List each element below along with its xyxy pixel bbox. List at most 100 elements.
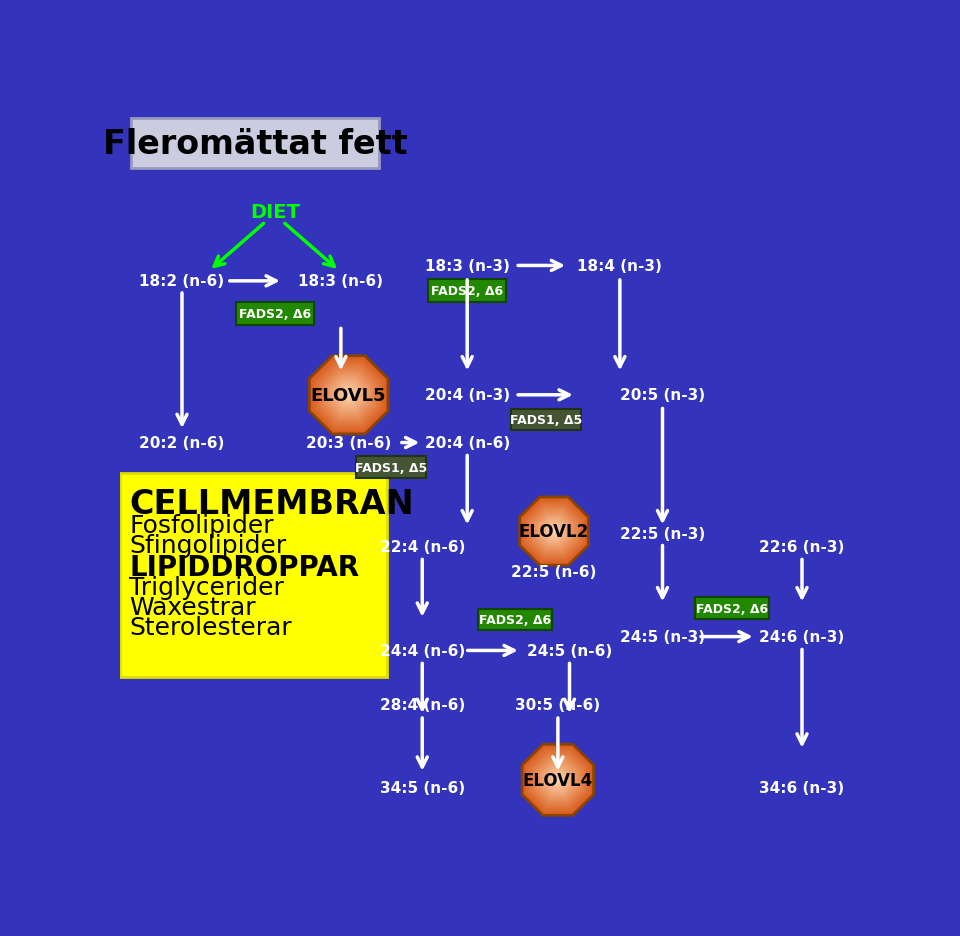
Polygon shape (547, 525, 561, 538)
Polygon shape (310, 358, 387, 433)
Polygon shape (537, 515, 571, 548)
Polygon shape (526, 748, 590, 812)
Polygon shape (344, 390, 353, 401)
Polygon shape (337, 384, 360, 407)
Text: 20:5 (n-3): 20:5 (n-3) (620, 388, 705, 402)
Polygon shape (323, 370, 374, 421)
Text: FADS2, Δ6: FADS2, Δ6 (696, 602, 768, 615)
Text: 24:6 (n-3): 24:6 (n-3) (759, 629, 845, 644)
Polygon shape (322, 369, 375, 422)
Polygon shape (551, 773, 565, 787)
Text: 22:6 (n-3): 22:6 (n-3) (759, 539, 845, 554)
Polygon shape (526, 749, 589, 812)
Polygon shape (553, 531, 555, 533)
Polygon shape (527, 505, 581, 558)
Polygon shape (551, 528, 558, 535)
Polygon shape (540, 517, 568, 546)
Polygon shape (526, 505, 582, 559)
Text: 24:5 (n-3): 24:5 (n-3) (620, 629, 705, 644)
Text: 30:5 (n-6): 30:5 (n-6) (516, 697, 600, 712)
Polygon shape (550, 527, 559, 535)
Polygon shape (538, 759, 579, 800)
Polygon shape (541, 764, 574, 796)
Polygon shape (540, 763, 575, 797)
Text: Sterolesterar: Sterolesterar (130, 615, 292, 639)
Polygon shape (328, 374, 370, 416)
Text: 28:4 (n-6): 28:4 (n-6) (379, 697, 465, 712)
Polygon shape (343, 389, 354, 402)
Polygon shape (548, 525, 560, 537)
Polygon shape (536, 758, 580, 802)
Polygon shape (546, 524, 562, 539)
FancyBboxPatch shape (356, 457, 426, 478)
Polygon shape (315, 362, 382, 429)
Polygon shape (532, 509, 576, 554)
Polygon shape (552, 530, 556, 534)
Polygon shape (327, 373, 371, 417)
Text: ELOVL4: ELOVL4 (523, 771, 593, 789)
Polygon shape (536, 514, 572, 549)
Polygon shape (313, 360, 384, 431)
Polygon shape (520, 498, 588, 564)
Text: FADS2, Δ6: FADS2, Δ6 (239, 307, 311, 320)
Text: 20:3 (n-6): 20:3 (n-6) (306, 435, 392, 450)
Polygon shape (546, 768, 569, 792)
Polygon shape (527, 750, 588, 811)
Polygon shape (332, 379, 366, 412)
Polygon shape (339, 386, 358, 405)
Polygon shape (528, 751, 588, 810)
Polygon shape (531, 753, 585, 807)
Polygon shape (345, 391, 352, 400)
Polygon shape (554, 777, 562, 783)
Text: FADS1, Δ5: FADS1, Δ5 (510, 414, 583, 427)
Polygon shape (333, 380, 365, 411)
Polygon shape (314, 361, 383, 430)
Polygon shape (347, 393, 350, 397)
Polygon shape (532, 754, 584, 806)
Text: 18:2 (n-6): 18:2 (n-6) (139, 274, 225, 289)
Polygon shape (334, 381, 364, 410)
Polygon shape (530, 507, 578, 555)
Polygon shape (533, 510, 575, 553)
Polygon shape (528, 506, 580, 557)
Polygon shape (522, 744, 593, 815)
Polygon shape (534, 511, 575, 552)
Polygon shape (545, 768, 570, 793)
Polygon shape (329, 376, 369, 415)
Polygon shape (321, 368, 376, 423)
Polygon shape (541, 519, 567, 545)
Polygon shape (346, 392, 351, 399)
Polygon shape (547, 769, 568, 791)
Polygon shape (529, 752, 587, 809)
Polygon shape (540, 761, 577, 798)
Text: Triglycerider: Triglycerider (130, 576, 284, 599)
Polygon shape (542, 519, 566, 544)
Polygon shape (540, 762, 576, 797)
FancyBboxPatch shape (236, 302, 314, 326)
Polygon shape (553, 776, 563, 784)
Polygon shape (549, 771, 566, 789)
Polygon shape (523, 501, 585, 563)
Polygon shape (556, 778, 560, 782)
Polygon shape (324, 371, 373, 420)
Polygon shape (526, 504, 583, 560)
Text: FADS2, Δ6: FADS2, Δ6 (431, 285, 503, 298)
Text: Fosfolipider: Fosfolipider (130, 514, 274, 538)
FancyBboxPatch shape (478, 609, 552, 631)
Polygon shape (341, 388, 356, 403)
Polygon shape (534, 756, 582, 804)
Polygon shape (543, 766, 572, 794)
FancyBboxPatch shape (428, 279, 506, 302)
Text: FADS2, Δ6: FADS2, Δ6 (479, 613, 551, 626)
Polygon shape (529, 506, 579, 556)
Text: Sfingolipider: Sfingolipider (130, 534, 286, 558)
Text: LIPIDDROPPAR: LIPIDDROPPAR (130, 554, 359, 582)
Polygon shape (522, 500, 586, 563)
Polygon shape (336, 383, 361, 408)
Polygon shape (539, 516, 569, 547)
Polygon shape (537, 759, 579, 801)
FancyBboxPatch shape (131, 119, 379, 168)
Polygon shape (521, 499, 587, 563)
Polygon shape (543, 521, 564, 542)
Polygon shape (535, 757, 581, 803)
